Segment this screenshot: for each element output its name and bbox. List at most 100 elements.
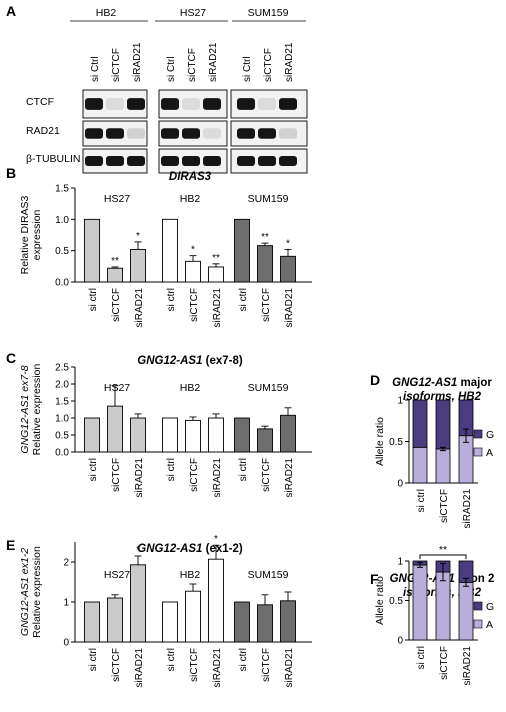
significance-mark: *	[191, 245, 195, 256]
chart-title: GNG12-AS1 major	[392, 377, 492, 389]
blot-band	[106, 155, 124, 167]
x-tick-label: siCTCF	[111, 458, 122, 492]
bar	[257, 245, 273, 283]
x-tick-label: si ctrl	[416, 646, 427, 669]
bar-allele-g	[412, 399, 428, 448]
y-axis-label: Relative DIRAS3	[19, 195, 31, 274]
x-tick-label: siCTCF	[189, 648, 200, 682]
group-label: HS27	[104, 569, 130, 581]
panel-label-c: C	[6, 350, 16, 366]
blot-lane-label: siRAD21	[284, 42, 295, 82]
western-blot: HB2 HS27 SUM159 CTCF RAD21 β-TUBULIN si …	[26, 7, 308, 174]
legend-swatch	[473, 601, 483, 611]
significance-mark: **	[111, 256, 119, 267]
y-axis-label: expression	[31, 209, 43, 260]
blot-lane-label: si Ctrl	[90, 56, 101, 82]
y-tick-label: 0.5	[55, 431, 69, 442]
group-label: SUM159	[248, 382, 289, 394]
bar-allele-g	[435, 399, 451, 450]
bar-allele-a	[412, 564, 428, 641]
y-tick-label: 0	[63, 638, 69, 649]
blot-cellline-sum159: SUM159	[248, 7, 289, 19]
group-label: HB2	[180, 382, 201, 394]
y-tick-label: 0.5	[389, 437, 403, 448]
x-tick-label: si ctrl	[416, 489, 427, 512]
y-tick-label: 2.0	[55, 380, 69, 391]
bar-allele-a	[458, 581, 474, 641]
group-label: HS27	[104, 193, 130, 205]
y-tick-label: 1	[63, 598, 69, 609]
legend-label: G	[486, 601, 494, 613]
bar	[280, 600, 296, 643]
x-tick-label: siCTCF	[111, 288, 122, 322]
group-label: HS27	[104, 382, 130, 394]
group-label: SUM159	[248, 569, 289, 581]
legend-label: A	[486, 619, 493, 631]
y-tick-label: 1.0	[55, 414, 69, 425]
panel-label-d: D	[370, 372, 380, 388]
x-tick-label: siCTCF	[261, 458, 272, 492]
x-tick-label: siRAD21	[134, 288, 145, 328]
panel-label-a: A	[6, 3, 16, 19]
chart-title-suffix: (ex1-2)	[202, 543, 242, 555]
blot-band	[279, 128, 297, 139]
chart-title: DIRAS3	[169, 171, 212, 183]
blot-row-ctcf: CTCF	[26, 96, 54, 108]
y-tick-label: 1.0	[55, 215, 69, 226]
panel-label-b: B	[6, 165, 16, 181]
chart-title-rest: major	[457, 377, 492, 389]
significance-mark: **	[261, 232, 269, 243]
x-tick-label: siRAD21	[284, 288, 295, 328]
bar	[185, 590, 201, 643]
bar	[208, 417, 224, 453]
blot-band	[279, 98, 297, 110]
y-tick-label: 2.5	[55, 363, 69, 374]
blot-band	[203, 155, 221, 167]
group-label: SUM159	[248, 193, 289, 205]
y-tick-label: 0	[397, 636, 403, 647]
y-axis-label: GNG12-AS1 ex1-2	[19, 548, 31, 636]
blot-band	[161, 128, 179, 139]
bar	[185, 419, 201, 453]
blot-band	[85, 128, 103, 139]
bar	[234, 601, 250, 643]
panel-label-e: E	[6, 537, 15, 553]
blot-row-rad21: RAD21	[26, 125, 60, 137]
blot-band	[279, 155, 297, 167]
y-tick-label: 1.5	[55, 184, 69, 195]
blot-band	[85, 98, 103, 110]
blot-band	[203, 98, 221, 110]
chart-title: GNG12-AS1 (ex1-2)	[137, 543, 243, 555]
y-tick-label: 0.5	[389, 596, 403, 607]
y-tick-label: 2	[63, 558, 69, 569]
blot-band	[203, 128, 221, 139]
bar	[162, 601, 178, 643]
y-axis-label: Allele ratio	[374, 417, 386, 466]
x-tick-label: si ctrl	[88, 288, 99, 311]
x-tick-label: siRAD21	[462, 646, 473, 686]
legend-label: G	[486, 429, 494, 441]
group-label: HB2	[180, 193, 201, 205]
significance-bracket	[419, 554, 467, 559]
blot-band	[106, 98, 124, 110]
bar-allele-a	[435, 448, 451, 484]
bar	[185, 260, 201, 283]
bar	[280, 255, 296, 283]
blot-band	[127, 128, 145, 139]
y-axis-label: Allele ratio	[374, 576, 386, 625]
bar	[84, 601, 100, 643]
x-tick-label: siRAD21	[284, 648, 295, 688]
panel-label-f: F	[370, 571, 379, 587]
blot-row-tubulin: β-TUBULIN	[26, 153, 80, 165]
blot-band	[237, 98, 255, 110]
x-tick-label: siRAD21	[284, 458, 295, 498]
blot-band	[258, 98, 276, 110]
x-tick-label: siRAD21	[134, 648, 145, 688]
blot-lane-label: siCTCF	[111, 48, 122, 82]
bar	[280, 414, 296, 453]
chart-title-suffix: (ex7-8)	[202, 355, 242, 367]
blot-band	[258, 128, 276, 139]
x-tick-label: si ctrl	[166, 458, 177, 481]
bar	[208, 558, 224, 643]
